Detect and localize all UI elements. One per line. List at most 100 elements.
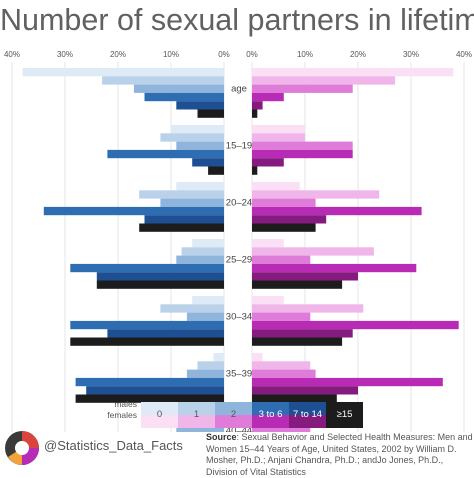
- bar-female-2-1: [252, 141, 353, 150]
- bar-male-0-4: [192, 296, 224, 305]
- bar-female-1-4: [252, 304, 364, 313]
- bar-male-4-4: [107, 329, 224, 338]
- chart-title: Number of sexual partners in lifetime: [0, 3, 474, 37]
- bar-male-3-3: [70, 263, 224, 273]
- legend-swatch-female: [289, 415, 326, 428]
- legend-swatch-male: [215, 402, 252, 415]
- bar-female-3-5: [252, 377, 443, 387]
- bar-female-0-4: [252, 296, 284, 305]
- bar-male-5-2: [139, 223, 224, 232]
- bar-female-3-4: [252, 320, 459, 330]
- legend-label: 3 to 6: [259, 409, 283, 420]
- bars: [22, 68, 459, 432]
- bar-male-5-3: [96, 280, 224, 289]
- x-tick-label-right: 20%: [350, 50, 366, 59]
- legend-label: 0: [157, 409, 162, 420]
- bar-male-1-1: [160, 133, 224, 142]
- bar-male-1-5: [197, 361, 224, 370]
- brand-footer: @Statistics_Data_Facts: [0, 424, 205, 472]
- legend-swatch-male: [178, 402, 215, 415]
- legend-swatch-female: [252, 415, 289, 428]
- bar-female-2-0: [252, 84, 353, 93]
- bar-male-5-0: [197, 109, 224, 118]
- bar-male-0-1: [171, 125, 224, 134]
- bar-male-0-0: [22, 68, 224, 77]
- category-label-bg: [225, 253, 251, 265]
- category-label: 40–44: [226, 425, 252, 432]
- bar-male-3-1: [107, 149, 224, 159]
- bar-male-2-6: [176, 426, 224, 432]
- bar-female-4-4: [252, 329, 353, 338]
- bar-female-3-2: [252, 206, 422, 216]
- bar-female-4-1: [252, 158, 284, 167]
- legend-swatch-female: [141, 415, 178, 428]
- category-label: 30–34: [226, 311, 252, 322]
- bar-male-4-5: [86, 386, 224, 395]
- bar-female-1-5: [252, 361, 311, 370]
- bar-female-0-5: [252, 353, 263, 362]
- bar-male-2-5: [186, 369, 224, 378]
- bar-male-0-5: [213, 353, 224, 362]
- source-text: : Sexual Behavior and Selected Health Me…: [206, 432, 473, 477]
- category-label-bg: [225, 367, 251, 379]
- legend-swatch-male: [326, 402, 363, 415]
- category-label: 15–19: [226, 140, 252, 151]
- category-label: 25–29: [226, 254, 252, 265]
- bar-female-2-6: [252, 426, 311, 432]
- bar-female-0-0: [252, 68, 454, 77]
- x-tick-label-left: 10%: [163, 50, 179, 59]
- bar-female-3-0: [252, 92, 284, 102]
- bar-female-4-2: [252, 215, 327, 224]
- legend-swatch-female: [215, 415, 252, 428]
- bar-male-2-3: [176, 255, 224, 264]
- bar-female-0-1: [252, 125, 305, 134]
- legend-label: ≥15: [337, 409, 353, 420]
- bar-female-0-2: [252, 182, 300, 191]
- x-tick-label-left: 30%: [57, 50, 73, 59]
- brand-logo-icon: [5, 431, 39, 465]
- source-label: Source: [206, 432, 237, 442]
- bar-female-5-5: [252, 394, 337, 403]
- legend-label: 1: [194, 409, 199, 420]
- bar-female-4-0: [252, 101, 263, 110]
- legend-swatch-male: [252, 402, 289, 415]
- legend-row-label-females: females: [107, 410, 137, 420]
- brand-name: @Statistics_Data_Facts: [44, 438, 183, 453]
- bar-male-3-0: [144, 92, 224, 102]
- bar-male-4-3: [96, 272, 224, 281]
- bar-female-5-0: [252, 109, 258, 118]
- bar-female-5-4: [252, 337, 343, 346]
- bar-female-1-1: [252, 133, 305, 142]
- bar-female-3-1: [252, 149, 353, 159]
- legend-label: 2: [231, 409, 236, 420]
- x-tick-label-right: 30%: [403, 50, 419, 59]
- legend-label: 7 to 14: [293, 409, 322, 420]
- category-label: 35–39: [226, 368, 252, 379]
- bar-male-1-2: [139, 190, 224, 199]
- legend-swatch-male: [289, 402, 326, 415]
- x-tick-label-right: 10%: [297, 50, 313, 59]
- bar-male-3-2: [43, 206, 224, 216]
- bar-male-3-5: [75, 377, 224, 387]
- bar-female-5-3: [252, 280, 343, 289]
- category-label-bg: [225, 139, 251, 151]
- legend-row-label-males: males: [114, 399, 137, 409]
- bar-female-5-1: [252, 166, 258, 175]
- legend-swatch-female: [178, 415, 215, 428]
- bar-male-3-4: [70, 320, 224, 330]
- category-label-bg: [225, 82, 251, 94]
- bar-male-4-0: [176, 101, 224, 110]
- legend-swatch-female: [326, 415, 363, 428]
- x-tick-label-right: 40%: [456, 50, 472, 59]
- bar-female-2-2: [252, 198, 316, 207]
- bar-female-1-3: [252, 247, 374, 256]
- bar-male-4-1: [192, 158, 224, 167]
- bar-female-1-0: [252, 76, 396, 85]
- bar-male-4-2: [144, 215, 224, 224]
- category-label-bg: [225, 196, 251, 208]
- bar-female-5-2: [252, 223, 316, 232]
- x-tick-label-left: 20%: [110, 50, 126, 59]
- bar-male-5-5: [75, 394, 224, 403]
- category-labels: age 15–19 20–24 25–29 30–34 35–39 40–44: [225, 82, 252, 432]
